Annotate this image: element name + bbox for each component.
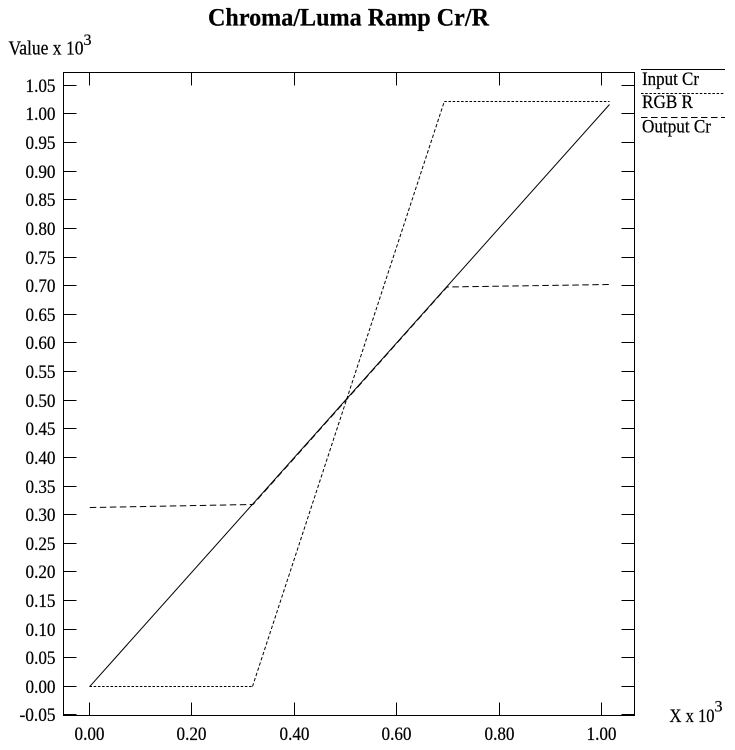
svg-text:0.25: 0.25 (26, 535, 56, 555)
svg-text:0.40: 0.40 (26, 449, 56, 469)
svg-text:X x 10: X x 10 (670, 707, 715, 727)
svg-text:Chroma/Luma Ramp Cr/R: Chroma/Luma Ramp Cr/R (208, 5, 490, 32)
svg-text:Input Cr: Input Cr (642, 70, 699, 90)
svg-text:0.50: 0.50 (26, 392, 56, 412)
svg-text:0.95: 0.95 (26, 134, 56, 154)
svg-text:0.30: 0.30 (26, 506, 56, 526)
svg-text:0.80: 0.80 (485, 725, 515, 745)
svg-text:0.90: 0.90 (26, 163, 56, 183)
svg-text:3: 3 (715, 699, 723, 716)
svg-text:0.10: 0.10 (26, 621, 56, 641)
svg-text:0.80: 0.80 (26, 220, 56, 240)
svg-text:-0.05: -0.05 (20, 706, 56, 726)
svg-text:0.05: 0.05 (26, 649, 56, 669)
svg-text:0.70: 0.70 (26, 277, 56, 297)
svg-text:1.00: 1.00 (26, 105, 56, 125)
svg-text:0.55: 0.55 (26, 363, 56, 383)
svg-text:0.00: 0.00 (75, 725, 105, 745)
svg-text:0.60: 0.60 (382, 725, 412, 745)
svg-text:0.35: 0.35 (26, 478, 56, 498)
svg-text:0.00: 0.00 (26, 678, 56, 698)
svg-text:Value x 10: Value x 10 (9, 38, 84, 60)
svg-text:RGB R: RGB R (642, 93, 694, 113)
svg-text:0.15: 0.15 (26, 592, 56, 612)
svg-text:0.40: 0.40 (280, 725, 310, 745)
svg-text:1.00: 1.00 (587, 725, 617, 745)
svg-text:3: 3 (84, 32, 92, 49)
svg-text:0.20: 0.20 (26, 563, 56, 583)
svg-text:0.20: 0.20 (177, 725, 207, 745)
svg-text:1.05: 1.05 (26, 77, 56, 97)
svg-text:0.85: 0.85 (26, 191, 56, 211)
svg-text:Output Cr: Output Cr (642, 118, 711, 138)
svg-text:0.45: 0.45 (26, 420, 56, 440)
svg-text:0.75: 0.75 (26, 249, 56, 269)
svg-text:0.65: 0.65 (26, 306, 56, 326)
svg-text:0.60: 0.60 (26, 334, 56, 354)
